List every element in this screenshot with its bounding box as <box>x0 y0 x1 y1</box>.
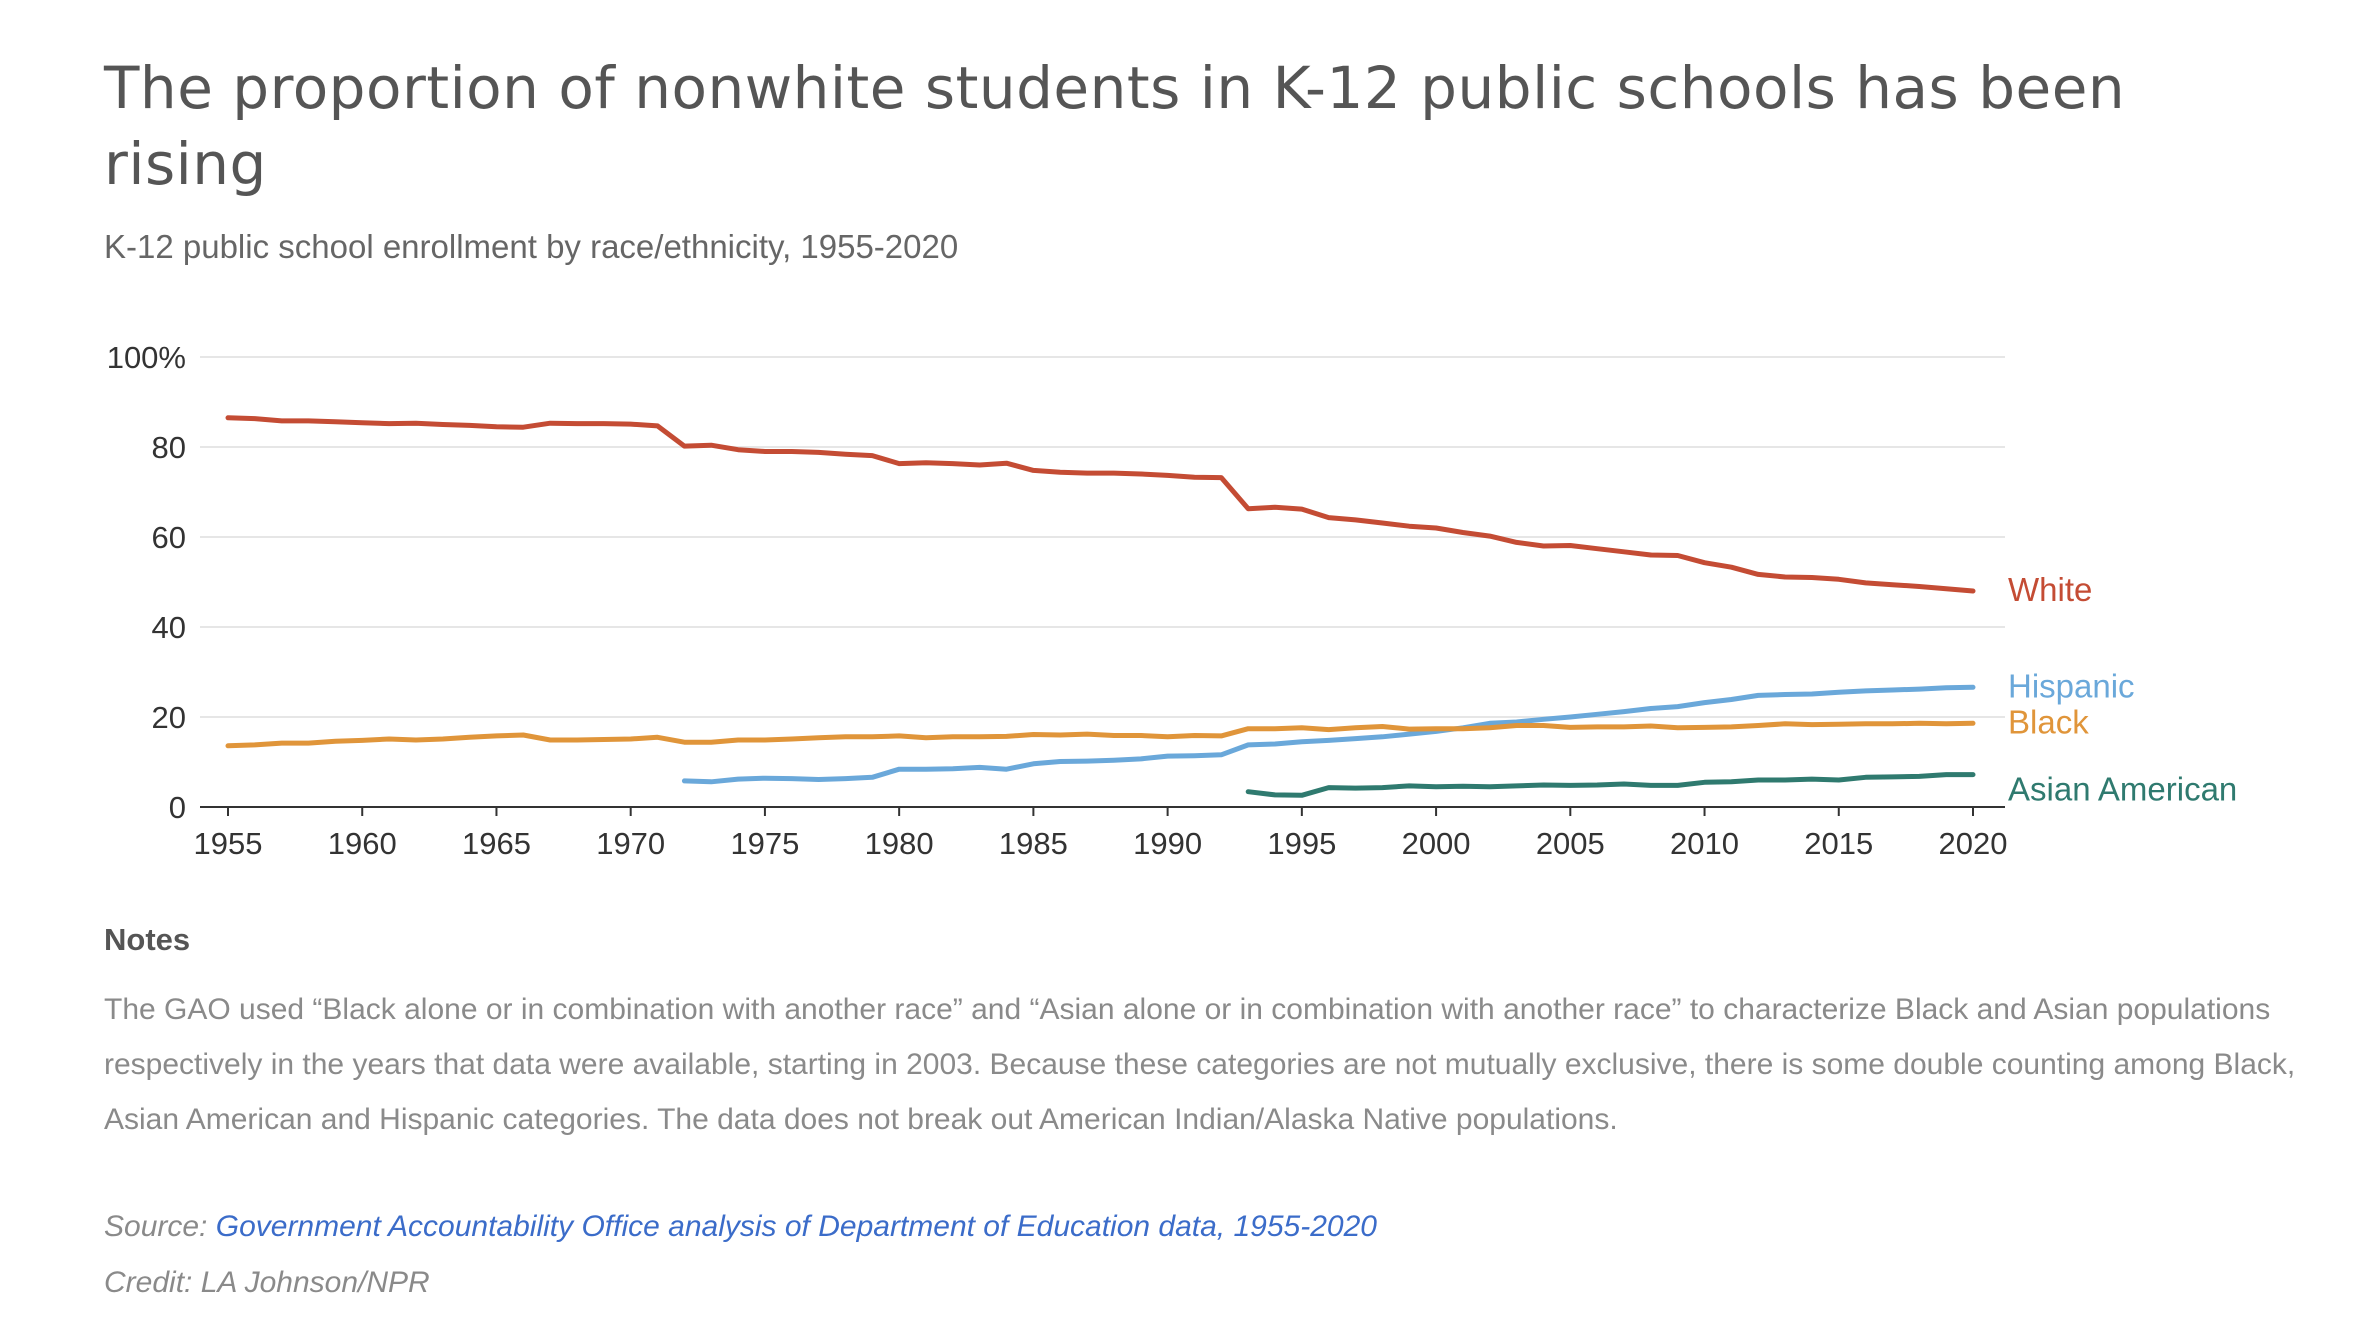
x-tick-label: 1990 <box>1133 826 1202 861</box>
series-line-black <box>225 720 1976 749</box>
notes-text: The GAO used “Black alone or in combinat… <box>104 993 2296 1136</box>
y-tick-label: 80 <box>152 430 186 465</box>
y-tick-label: 0 <box>169 790 186 825</box>
credit-line: Credit: LA Johnson/NPR <box>104 1266 430 1299</box>
x-tick-label: 1955 <box>194 826 263 861</box>
x-tick-label: 1985 <box>999 826 1068 861</box>
series-line-white <box>225 415 1976 594</box>
source-label: Source: <box>104 1210 208 1243</box>
y-tick-label: 40 <box>152 610 186 645</box>
x-tick-label: 1995 <box>1267 826 1336 861</box>
x-tick-label: 2020 <box>1939 826 2008 861</box>
x-tick-label: 2015 <box>1804 826 1873 861</box>
series-label-hispanic: Hispanic <box>2008 667 2135 704</box>
series-label-black: Black <box>2008 703 2089 740</box>
y-tick-label: 60 <box>152 520 186 555</box>
series-line-hispanic <box>681 684 1976 785</box>
chart-subtitle: K-12 public school enrollment by race/et… <box>104 228 959 265</box>
x-tick-label: 2000 <box>1402 826 1471 861</box>
series-line-asian-american <box>1245 772 1976 798</box>
enrollment-line-chart: 0 20 40 60 80 100% 1955 1960 1965 1970 1975 1980 198… <box>107 340 2238 861</box>
series-label-asian-american: Asian American <box>2008 771 2237 808</box>
y-tick-label: 100% <box>107 340 186 375</box>
x-tick-label: 1960 <box>328 826 397 861</box>
source-link[interactable]: Government Accountability Office analysi… <box>215 1210 1377 1243</box>
x-tick-label: 1965 <box>462 826 531 861</box>
x-tick-label: 1975 <box>730 826 799 861</box>
series-lines <box>225 415 1976 798</box>
x-tick-label: 1980 <box>865 826 934 861</box>
y-tick-label: 20 <box>152 700 186 735</box>
chart-title: The proportion of nonwhite students in K… <box>104 54 2126 198</box>
series-label-white: White <box>2008 571 2092 608</box>
gridlines <box>200 356 2005 718</box>
axes: 0 20 40 60 80 100% 1955 1960 1965 1970 1975 1980 198… <box>107 340 2008 861</box>
x-tick-label: 2005 <box>1536 826 1605 861</box>
notes-heading: Notes <box>104 922 191 957</box>
x-tick-label: 1970 <box>596 826 665 861</box>
x-tick-label: 2010 <box>1670 826 1739 861</box>
source-line: Source: Government Accountability Office… <box>104 1210 1377 1244</box>
